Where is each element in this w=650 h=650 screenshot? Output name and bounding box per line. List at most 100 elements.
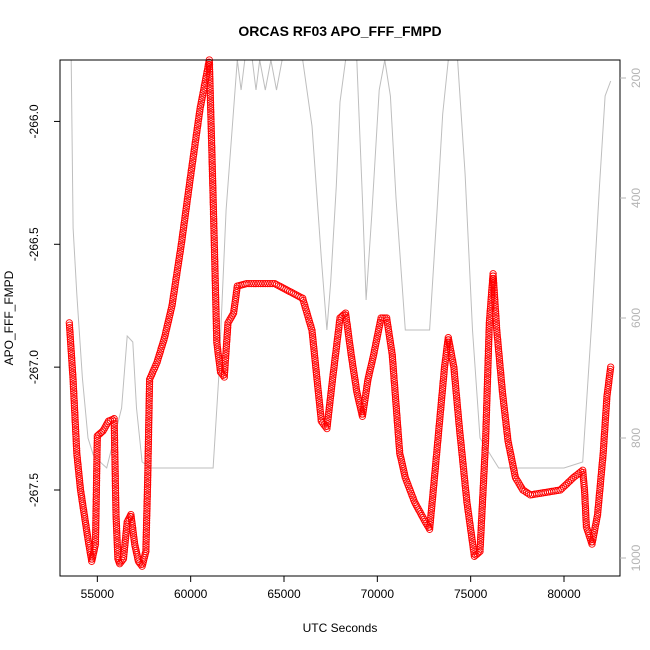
- data-point: [597, 468, 606, 476]
- data-point: [143, 488, 152, 496]
- data-point: [226, 315, 234, 323]
- data-point: [93, 458, 101, 466]
- data-point: [456, 427, 464, 435]
- data-point: [333, 337, 341, 346]
- data-point: [429, 493, 437, 501]
- data-point: [433, 439, 442, 447]
- data-point: [483, 397, 491, 405]
- data-point: [361, 391, 370, 400]
- data-point: [254, 279, 262, 288]
- data-point: [145, 409, 153, 417]
- data-point: [119, 555, 128, 563]
- data-point: [207, 127, 215, 135]
- data-point: [142, 540, 150, 548]
- data-point: [521, 487, 529, 495]
- right-tick-label: 800: [629, 428, 643, 448]
- data-point: [127, 513, 135, 521]
- data-point: [482, 406, 491, 414]
- data-point: [390, 381, 399, 389]
- data-point: [346, 346, 355, 354]
- data-point: [170, 287, 178, 296]
- data-point: [72, 435, 80, 443]
- data-point: [387, 346, 396, 354]
- data-point: [601, 425, 609, 434]
- data-point: [359, 410, 367, 418]
- data-point: [495, 350, 503, 358]
- data-point: [223, 333, 231, 341]
- data-point: [222, 352, 230, 360]
- data-point: [483, 399, 491, 407]
- data-point: [175, 254, 183, 263]
- data-point: [145, 423, 153, 432]
- data-point: [198, 96, 206, 104]
- data-point: [92, 472, 101, 480]
- data-point: [207, 125, 215, 133]
- data-point: [351, 376, 359, 384]
- data-point: [431, 465, 439, 473]
- data-point: [482, 418, 490, 426]
- data-point: [73, 447, 81, 455]
- data-point: [501, 413, 509, 422]
- data-point: [325, 408, 333, 416]
- data-point: [332, 349, 340, 358]
- data-point: [173, 271, 181, 279]
- data-point: [601, 414, 610, 422]
- data-point: [485, 340, 493, 348]
- data-point: [145, 402, 153, 410]
- data-point: [111, 491, 120, 500]
- data-point: [183, 195, 192, 203]
- x-tick-label: 60000: [174, 587, 208, 601]
- data-point: [388, 353, 397, 361]
- data-point: [600, 442, 608, 450]
- data-point: [485, 323, 493, 332]
- data-point: [74, 458, 82, 467]
- data-point: [427, 514, 435, 522]
- data-point: [143, 500, 151, 508]
- data-point: [483, 373, 492, 381]
- data-point: [143, 497, 151, 506]
- data-point: [111, 474, 119, 483]
- data-point: [490, 279, 498, 287]
- data-point: [212, 315, 220, 323]
- data-point: [489, 272, 497, 280]
- data-point: [327, 392, 335, 400]
- data-point: [144, 466, 152, 475]
- data-point: [451, 375, 459, 383]
- data-point: [144, 433, 153, 441]
- data-point: [594, 508, 602, 516]
- data-point: [386, 337, 394, 345]
- data-point: [361, 396, 369, 404]
- data-point: [491, 298, 499, 306]
- data-point: [418, 512, 426, 520]
- data-point: [483, 390, 491, 398]
- data-point: [221, 361, 229, 369]
- data-point: [205, 58, 214, 67]
- data-point: [433, 441, 442, 449]
- data-point: [492, 310, 500, 318]
- data-point: [66, 335, 75, 344]
- data-point: [335, 321, 343, 329]
- data-point: [206, 77, 214, 85]
- data-point: [169, 294, 177, 303]
- data-point: [276, 282, 284, 291]
- data-point: [495, 352, 503, 360]
- data-point: [411, 498, 419, 506]
- y-tick-label: -267.0: [27, 350, 41, 384]
- data-point: [313, 373, 321, 381]
- data-point: [110, 436, 119, 444]
- data-point: [145, 380, 154, 388]
- data-point: [144, 471, 152, 479]
- data-point: [491, 296, 499, 304]
- data-point: [452, 387, 460, 395]
- data-point: [519, 486, 527, 494]
- data-point: [74, 465, 83, 473]
- data-point: [181, 209, 190, 218]
- data-point: [498, 388, 507, 396]
- data-point: [209, 186, 217, 195]
- data-point: [172, 273, 180, 282]
- data-point: [459, 460, 467, 468]
- data-point: [69, 385, 78, 393]
- data-point: [478, 503, 486, 511]
- data-point: [92, 491, 100, 499]
- data-point: [111, 453, 119, 461]
